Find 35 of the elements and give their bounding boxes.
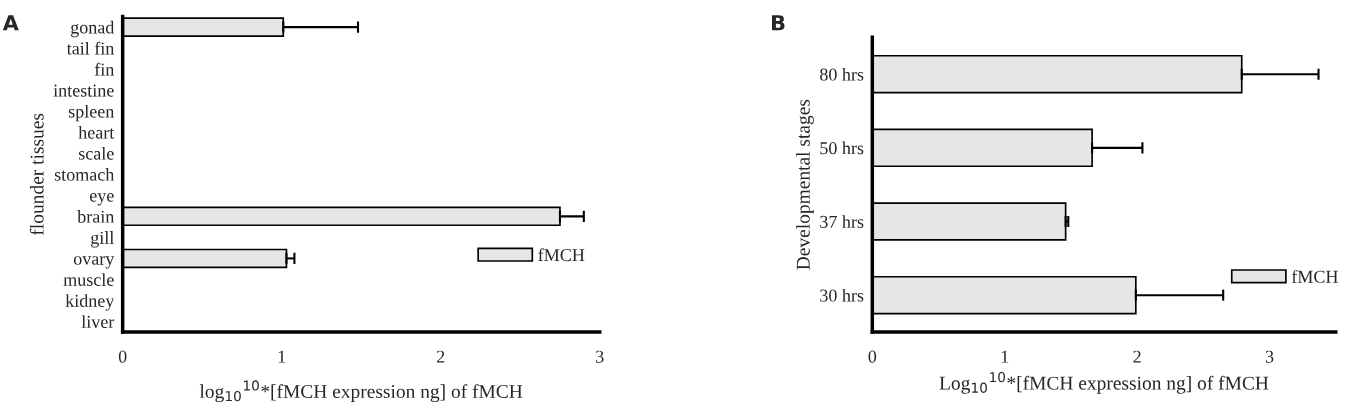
y-tick-label: ovary — [73, 256, 115, 269]
x-tick-label: 3 — [1265, 350, 1274, 363]
y-tick-label: spleen — [68, 104, 115, 122]
y-tick-label: kidney — [65, 294, 115, 311]
x-tick-label: 1 — [278, 350, 286, 363]
y-tick-label: muscle — [63, 273, 114, 286]
legend-label: fMCH — [1291, 269, 1338, 283]
x-tick-label: 3 — [596, 350, 604, 363]
y-tick-label: fin — [94, 62, 115, 76]
y-tick-label: 37 hrs — [820, 215, 864, 228]
x-axis-title: Log$_{10}$$^{10}$*[fMCH expression ng] of fMCH — [939, 371, 1269, 394]
x-axis-title: log$_{10}$$^{10}$*[fMCH expression ng] of fMCH — [199, 380, 523, 403]
chart-title: B — [772, 15, 785, 31]
y-axis-title: flounder tissues — [29, 113, 44, 235]
x-tick-label: 1 — [1001, 350, 1009, 363]
y-tick-label: eye — [89, 193, 114, 206]
y-tick-label: liver — [81, 315, 115, 328]
y-tick-label: gill — [91, 231, 114, 248]
y-tick-label: stomach — [54, 168, 115, 181]
x-tick-label: 0 — [868, 350, 877, 363]
y-tick-label: brain — [77, 210, 115, 223]
x-tick-label: 2 — [436, 350, 445, 363]
chart-title: A — [2, 15, 19, 31]
y-tick-label: intestine — [53, 84, 114, 97]
x-tick-label: 0 — [118, 350, 127, 363]
y-tick-label: 30 hrs — [820, 288, 864, 302]
y-tick-label: heart — [78, 125, 115, 139]
y-tick-label: gonad — [70, 20, 115, 38]
legend-label: fMCH — [538, 248, 585, 262]
y-tick-label: 50 hrs — [820, 141, 864, 155]
y-tick-label: scale — [78, 147, 114, 160]
y-axis-title: Developmental stages — [796, 99, 814, 270]
x-tick-label: 2 — [1133, 350, 1141, 363]
y-tick-label: tail fin — [66, 41, 115, 55]
y-tick-label: 80 hrs — [820, 67, 864, 81]
